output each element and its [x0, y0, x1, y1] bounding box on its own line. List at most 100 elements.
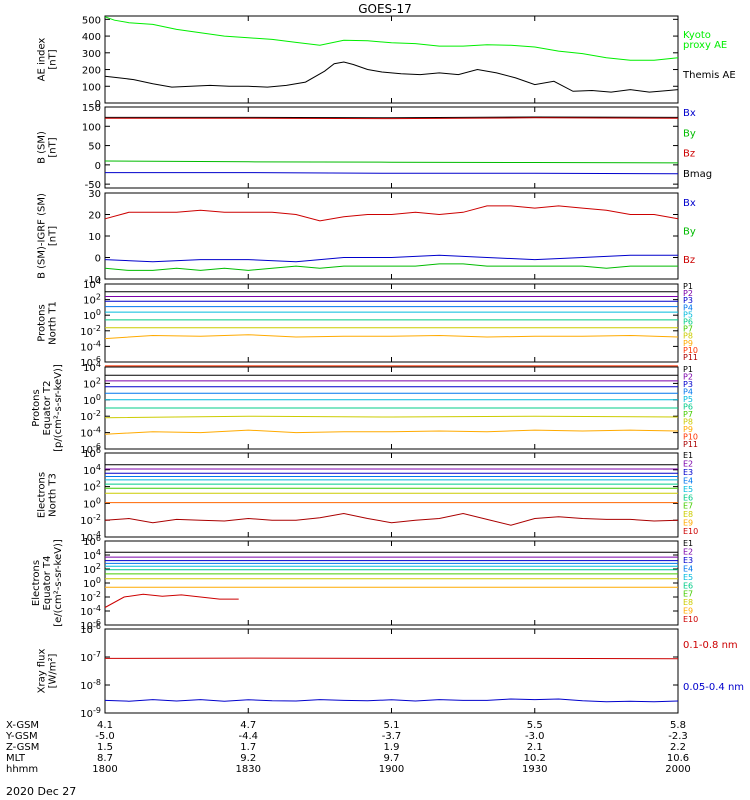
legend-entry: P4 [683, 387, 693, 396]
axis-row-value: 10.6 [667, 753, 689, 764]
legend-entry: E1 [683, 451, 693, 460]
y-tick-label: -50 [85, 180, 101, 191]
axis-row-value: 4.7 [240, 720, 256, 731]
axis-row-value: 4.1 [97, 720, 113, 731]
axis-row-value: 8.7 [97, 753, 113, 764]
legend-entry: E9 [683, 607, 693, 616]
panel-xray: 10-9 10-8 10-7 10-6 Xray flux [W/m²] 0.1-0.8 n… [37, 622, 745, 720]
y-axis-label: [p/(cm²-s-sr-keV)] [53, 364, 64, 452]
legend-entry: E2 [683, 547, 693, 556]
y-tick-label: 102 [83, 293, 101, 307]
legend-entry: E8 [683, 598, 693, 607]
date-label: 2020 Dec 27 [6, 785, 76, 798]
y-axis-label: Equator T2 [42, 381, 53, 436]
y-tick-label: 10-4 [80, 530, 101, 544]
legend-entry: By [683, 128, 696, 139]
y-tick-label: 100 [83, 308, 101, 322]
y-tick-label: 10-2 [80, 409, 101, 423]
y-tick-label: 100 [83, 576, 101, 590]
y-tick-label: 100 [82, 122, 101, 133]
y-tick-label: -10 [85, 275, 101, 286]
y-tick-label: 104 [83, 548, 101, 562]
axis-row-value: 2.2 [670, 742, 686, 753]
panel-frame [104, 452, 679, 538]
y-tick-label: 200 [82, 66, 101, 77]
legend-entry: 0.05-0.4 nm [683, 682, 744, 693]
axis-row-value: 1830 [236, 764, 261, 775]
axis-row-value: 1800 [92, 764, 117, 775]
legend-entry: P3 [683, 380, 693, 389]
series-bx [104, 254, 678, 263]
y-tick-label: 10-4 [80, 426, 101, 440]
y-tick-label: 10-8 [80, 678, 101, 692]
y-axis-label: North T1 [48, 301, 59, 345]
y-tick-label: 0 [95, 254, 101, 265]
legend-entry: E8 [683, 510, 693, 519]
y-tick-label: 10-6 [80, 618, 101, 632]
y-tick-label: 10-2 [80, 513, 101, 527]
axis-row-value: -5.0 [95, 731, 115, 742]
y-axis-label: B (SM)-IGRF (SM) [37, 193, 48, 279]
axis-row-value: 1.5 [97, 742, 113, 753]
y-tick-label: 106 [83, 446, 101, 460]
y-axis-label: Xray flux [37, 649, 48, 694]
panel-frame [104, 106, 679, 189]
axis-row-value: 5.5 [527, 720, 543, 731]
y-tick-label: 10-6 [80, 355, 101, 369]
series-bz [104, 205, 679, 222]
legend-entry: P11 [683, 353, 698, 362]
y-tick-label: 10-4 [80, 339, 101, 353]
y-tick-label: 300 [82, 49, 101, 60]
series-p8 [104, 429, 679, 435]
axis-row-value: 5.1 [384, 720, 400, 731]
legend-entry: By [683, 227, 696, 238]
legend-entry: P3 [683, 296, 693, 305]
legend-entry: P6 [683, 318, 693, 327]
axis-row-value: -3.0 [525, 731, 545, 742]
y-axis-label: [W/m²] [48, 653, 59, 688]
panel-frame [104, 540, 679, 626]
y-tick-label: 100 [83, 496, 101, 510]
axis-row-value: 1.9 [384, 742, 400, 753]
legend-entry: P9 [683, 339, 693, 348]
y-tick-label: 104 [83, 360, 101, 374]
legend-entry: E4 [683, 476, 693, 485]
legend-entry: E5 [683, 573, 693, 582]
y-tick-label: 100 [83, 393, 101, 407]
y-tick-label: 10-7 [80, 650, 101, 664]
legend-entry: P7 [683, 410, 693, 419]
legend-entry: Kyoto [683, 30, 711, 41]
panel-frame [104, 15, 679, 104]
legend-entry: Bz [683, 149, 695, 160]
legend-entry: P8 [683, 417, 693, 426]
y-axis-label: [nT] [48, 226, 59, 246]
axis-row-label: Z-GSM [6, 742, 39, 753]
panel-protons-equator: 10-6 10-4 10-2 100 102 104 Protons Equator T2 [p… [31, 360, 698, 456]
y-tick-label: 102 [83, 562, 101, 576]
legend-entry: 0.1-0.8 nm [683, 640, 738, 651]
legend-entry: P4 [683, 303, 693, 312]
legend-entry: P5 [683, 395, 693, 404]
series-bmag [105, 116, 679, 119]
axis-row-value: -4.4 [238, 731, 258, 742]
y-tick-label: 0 [95, 161, 101, 172]
series-by [104, 160, 679, 164]
series-e10 [104, 512, 679, 526]
axis-row-value: 9.2 [240, 753, 256, 764]
axis-row-value: 2000 [665, 764, 690, 775]
y-tick-label: 10-9 [80, 706, 101, 720]
y-axis-label: [e/(cm²-s-sr-keV)] [53, 539, 64, 627]
y-tick-label: 10-4 [80, 604, 101, 618]
y-tick-label: 10 [88, 232, 101, 243]
y-tick-label: 30 [88, 189, 101, 200]
y-axis-label: [nT] [48, 137, 59, 157]
legend-entry: P2 [683, 372, 693, 381]
series-0-1-0-8-nm [104, 657, 679, 660]
legend-entry: P1 [683, 282, 693, 291]
axis-row-value: 1.7 [240, 742, 256, 753]
